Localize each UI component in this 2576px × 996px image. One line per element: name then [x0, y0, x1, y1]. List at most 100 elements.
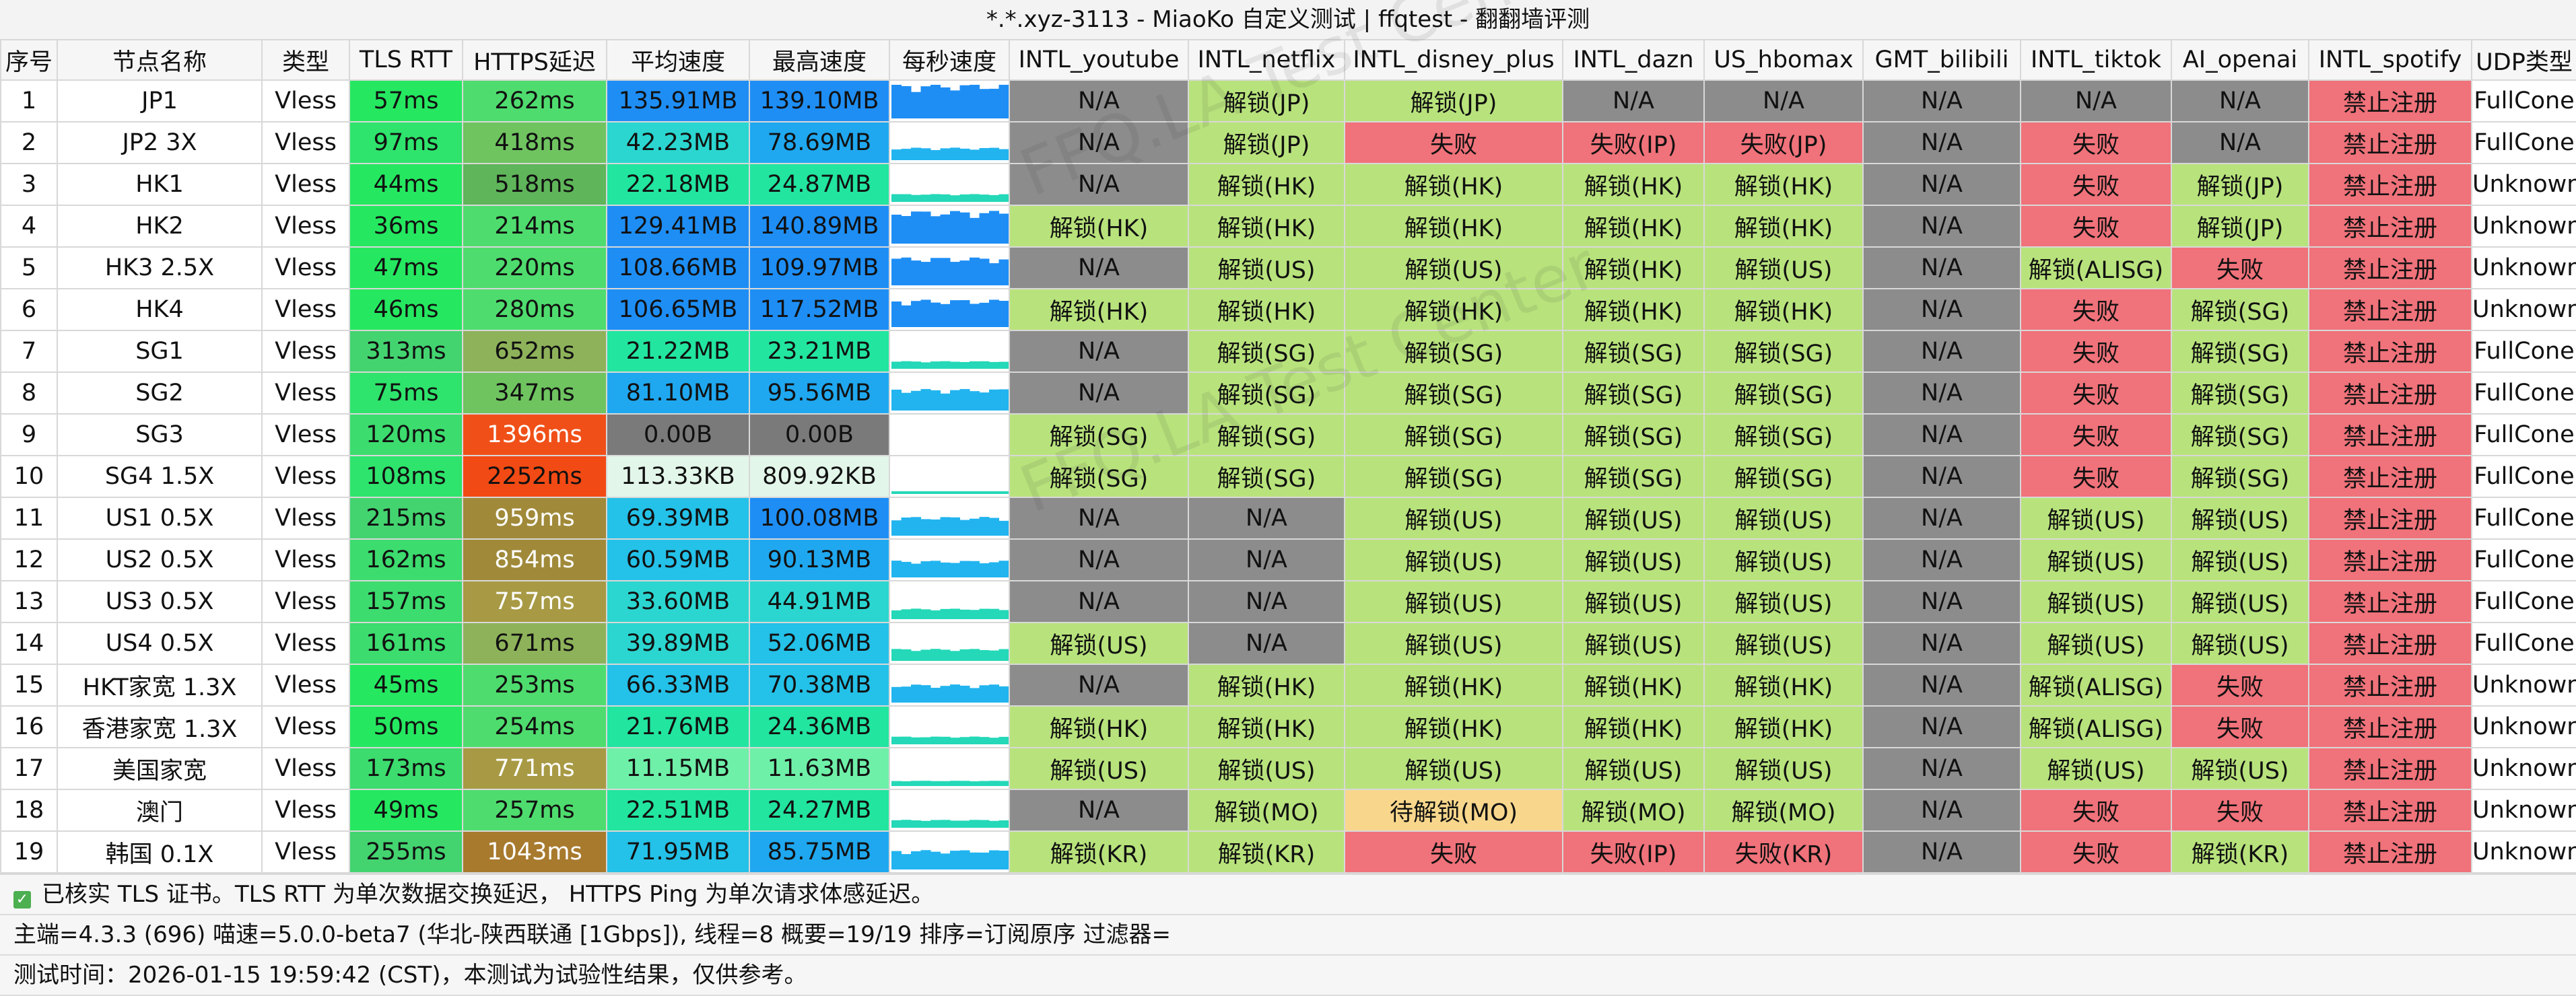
- column-header[interactable]: INTL_youtube: [1009, 39, 1189, 81]
- spotify-unlock: 禁止注册: [2308, 121, 2472, 164]
- table-row[interactable]: 15 HKT家宽 1.3X Vless 45ms 253ms 66.33MB 70.38MB…: [0, 664, 2576, 707]
- netflix-unlock: 解锁(SG): [1188, 371, 1345, 415]
- table-row[interactable]: 14 US4 0.5X Vless 161ms 671ms 39.89MB 52.06MB 解…: [0, 622, 2576, 665]
- https-latency: 214ms: [462, 205, 607, 248]
- node-type: Vless: [261, 79, 350, 122]
- table-row[interactable]: 16 香港家宽 1.3X Vless 50ms 254ms 21.76MB 24.36MB 解…: [0, 705, 2576, 748]
- sparkline-bar: [920, 820, 931, 828]
- avg-speed: 113.33KB: [606, 455, 750, 498]
- youtube-unlock: N/A: [1009, 538, 1189, 581]
- table-row[interactable]: 19 韩国 0.1X Vless 255ms 1043ms 71.95MB 85.75MB 解…: [0, 830, 2576, 874]
- sparkline-bar: [970, 688, 980, 703]
- sparkline-chart: [891, 417, 1009, 452]
- sparkline-bar: [998, 736, 1008, 744]
- https-latency: 2252ms: [462, 455, 607, 498]
- table-row[interactable]: 12 US2 0.5X Vless 162ms 854ms 60.59MB 90.13MB N…: [0, 538, 2576, 581]
- sparkline-bar: [998, 194, 1008, 202]
- sparkline-bar: [891, 491, 902, 494]
- column-header[interactable]: 每秒速度: [889, 39, 1010, 81]
- openai-unlock: 失败: [2171, 705, 2309, 748]
- sparkline-bar: [891, 649, 902, 661]
- column-header[interactable]: 序号: [0, 39, 58, 81]
- column-header[interactable]: INTL_netflix: [1188, 39, 1345, 81]
- column-header[interactable]: AI_openai: [2171, 39, 2309, 81]
- node-type: Vless: [261, 371, 350, 415]
- node-type: Vless: [261, 664, 350, 707]
- table-row[interactable]: 2 JP2 3X Vless 97ms 418ms 42.23MB 78.69MB N/A 解锁…: [0, 121, 2576, 164]
- sparkline-bar: [998, 649, 1008, 661]
- speed-sparkline: [889, 664, 1010, 707]
- hbomax-unlock: 解锁(HK): [1703, 288, 1864, 331]
- column-header[interactable]: HTTPS延迟: [462, 39, 607, 81]
- spotify-unlock: 禁止注册: [2308, 664, 2472, 707]
- speed-sparkline: [889, 246, 1010, 289]
- table-row[interactable]: 5 HK3 2.5X Vless 47ms 220ms 108.66MB 109.97MB N…: [0, 246, 2576, 289]
- column-header[interactable]: 类型: [261, 39, 350, 81]
- table-row[interactable]: 6 HK4 Vless 46ms 280ms 106.65MB 117.52MB 解锁(HK)…: [0, 288, 2576, 331]
- column-header[interactable]: GMT_bilibili: [1862, 39, 2021, 81]
- sparkline-bar: [979, 517, 990, 536]
- table-body: 1 JP1 Vless 57ms 262ms 135.91MB 139.10MB N/A 解锁(…: [0, 79, 2576, 874]
- sparkline-bar: [920, 649, 931, 661]
- column-header[interactable]: INTL_disney_plus: [1344, 39, 1563, 81]
- column-header[interactable]: 节点名称: [57, 39, 263, 81]
- table-row[interactable]: 11 US1 0.5X Vless 215ms 959ms 69.39MB 100.08MB…: [0, 497, 2576, 540]
- row-index: 6: [0, 288, 58, 331]
- table-row[interactable]: 1 JP1 Vless 57ms 262ms 135.91MB 139.10MB N/A 解锁(…: [0, 79, 2576, 122]
- column-header[interactable]: INTL_tiktok: [2020, 39, 2172, 81]
- table-row[interactable]: 4 HK2 Vless 36ms 214ms 129.41MB 140.89MB 解锁(HK)…: [0, 205, 2576, 248]
- tiktok-unlock: 失败: [2020, 789, 2172, 832]
- sparkline-bar: [891, 149, 902, 160]
- sparkline-bar: [998, 561, 1008, 577]
- tiktok-unlock: 解锁(US): [2020, 580, 2172, 623]
- table-row[interactable]: 13 US3 0.5X Vless 157ms 757ms 33.60MB 44.91MB N…: [0, 580, 2576, 623]
- table-row[interactable]: 9 SG3 Vless 120ms 1396ms 0.00B 0.00B 解锁(SG) 解锁(S…: [0, 413, 2576, 456]
- spotify-unlock: 禁止注册: [2308, 413, 2472, 456]
- table-row[interactable]: 7 SG1 Vless 313ms 652ms 21.22MB 23.21MB N/A 解锁(S…: [0, 330, 2576, 373]
- column-header[interactable]: TLS RTT: [349, 39, 463, 81]
- tiktok-unlock: 失败: [2020, 121, 2172, 164]
- row-index: 5: [0, 246, 58, 289]
- sparkline-bar: [901, 686, 912, 703]
- row-index: 10: [0, 455, 58, 498]
- sparkline-bar: [901, 518, 912, 536]
- bilibili-unlock: N/A: [1862, 705, 2021, 748]
- node-type: Vless: [261, 789, 350, 832]
- row-index: 8: [0, 371, 58, 415]
- sparkline-bar: [891, 851, 902, 869]
- hbomax-unlock: 失败(KR): [1703, 830, 1864, 874]
- table-row[interactable]: 18 澳门 Vless 49ms 257ms 22.51MB 24.27MB N/A 解锁(MO…: [0, 789, 2576, 832]
- table-row[interactable]: 10 SG4 1.5X Vless 108ms 2252ms 113.33KB 809.92…: [0, 455, 2576, 498]
- column-header[interactable]: 最高速度: [749, 39, 890, 81]
- column-header[interactable]: INTL_spotify: [2308, 39, 2472, 81]
- sparkline-bar: [989, 389, 999, 411]
- sparkline-bar: [979, 194, 990, 202]
- column-header[interactable]: INTL_dazn: [1562, 39, 1705, 81]
- column-header[interactable]: US_hbomax: [1703, 39, 1864, 81]
- sparkline-bar: [998, 149, 1008, 160]
- avg-speed: 42.23MB: [606, 121, 750, 164]
- sparkline-bar: [930, 194, 941, 202]
- sparkline-bar: [959, 649, 970, 661]
- sparkline-bar: [950, 390, 960, 411]
- https-latency: 280ms: [462, 288, 607, 331]
- sparkline-bar: [911, 491, 921, 494]
- table-row[interactable]: 3 HK1 Vless 44ms 518ms 22.18MB 24.87MB N/A 解锁(HK…: [0, 163, 2576, 206]
- sparkline-bar: [959, 491, 970, 494]
- tiktok-unlock: 失败: [2020, 288, 2172, 331]
- https-latency: 1043ms: [462, 830, 607, 874]
- column-header[interactable]: 平均速度: [606, 39, 750, 81]
- sparkline-bar: [979, 361, 990, 369]
- sparkline-bar: [989, 684, 999, 703]
- table-row[interactable]: 17 美国家宽 Vless 173ms 771ms 11.15MB 11.63MB 解锁(US…: [0, 747, 2576, 790]
- table-row[interactable]: 8 SG2 Vless 75ms 347ms 81.10MB 95.56MB N/A 解锁(SG…: [0, 371, 2576, 415]
- disney-unlock: 解锁(US): [1344, 497, 1563, 540]
- column-header[interactable]: UDP类型: [2471, 39, 2576, 81]
- netflix-unlock: 解锁(HK): [1188, 705, 1345, 748]
- hbomax-unlock: 解锁(SG): [1703, 455, 1864, 498]
- netflix-unlock: N/A: [1188, 497, 1345, 540]
- dazn-unlock: 解锁(HK): [1562, 246, 1705, 289]
- youtube-unlock: N/A: [1009, 789, 1189, 832]
- udp-type: FullCone: [2471, 413, 2576, 456]
- udp-type: Unknown: [2471, 747, 2576, 790]
